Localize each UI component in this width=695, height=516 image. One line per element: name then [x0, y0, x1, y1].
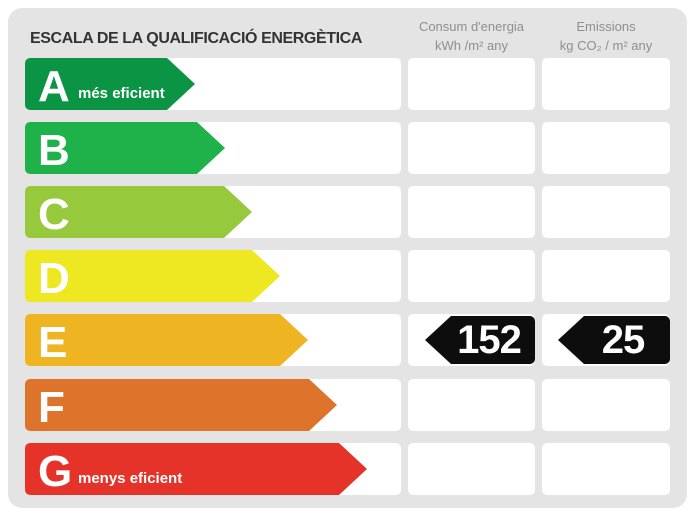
column-header-consum-line1: Consum d'energia — [418, 19, 525, 34]
emissions-value: 25 — [601, 317, 645, 362]
scale-row-b: B — [8, 122, 687, 174]
consum-cell: 152 — [408, 314, 535, 366]
column-header-consum-line2: kWh /m² any — [435, 38, 508, 53]
grade-letter: A — [38, 62, 70, 111]
grade-arrow-c: C — [25, 186, 252, 238]
column-header-emissions-line2: kg CO₂ / m² any — [559, 38, 653, 53]
consum-value: 152 — [457, 317, 522, 362]
grade-letter: F — [38, 383, 65, 432]
grade-arrow-a: A més eficient — [25, 58, 195, 110]
grade-arrow-b: B — [25, 122, 225, 174]
emissions-cell — [542, 379, 670, 431]
grade-arrow-d: D — [25, 250, 280, 302]
emissions-cell — [542, 58, 670, 110]
consum-cell — [408, 250, 535, 302]
emissions-cell: 25 — [542, 314, 670, 366]
grade-letter: B — [38, 126, 70, 175]
grade-arrow-f: F — [25, 379, 337, 431]
column-header-emissions: Emissions kg CO₂ / m² any — [542, 17, 670, 55]
grade-letter: C — [38, 190, 70, 239]
emissions-cell — [542, 122, 670, 174]
column-header-emissions-line1: Emissions — [576, 19, 636, 34]
column-header-consum: Consum d'energia kWh /m² any — [408, 17, 535, 55]
consum-cell — [408, 443, 535, 495]
grade-arrow-g: G menys eficient — [25, 443, 367, 495]
emissions-value-marker: 25 — [558, 316, 670, 364]
consum-cell — [408, 186, 535, 238]
grade-qualifier: més eficient — [78, 85, 165, 102]
scale-row-a: A més eficient — [8, 58, 687, 110]
scale-row-g: G menys eficient — [8, 443, 687, 495]
scale-row-d: D — [8, 250, 687, 302]
emissions-cell — [542, 250, 670, 302]
scale-row-f: F — [8, 379, 687, 431]
emissions-cell — [542, 186, 670, 238]
grade-letter: G — [38, 447, 73, 496]
grade-letter: D — [38, 254, 70, 303]
energy-scale-panel: ESCALA DE LA QUALIFICACIÓ ENERGÈTICA Con… — [8, 8, 687, 508]
emissions-cell — [542, 443, 670, 495]
grade-qualifier: menys eficient — [78, 470, 183, 487]
scale-row-c: C — [8, 186, 687, 238]
consum-cell — [408, 379, 535, 431]
consum-cell — [408, 58, 535, 110]
consum-cell — [408, 122, 535, 174]
scale-row-e: 152 25 E — [8, 314, 687, 366]
grade-arrow-e: E — [25, 314, 308, 366]
page-title: ESCALA DE LA QUALIFICACIÓ ENERGÈTICA — [30, 30, 362, 47]
consum-value-marker: 152 — [425, 316, 535, 364]
grade-letter: E — [38, 318, 68, 367]
